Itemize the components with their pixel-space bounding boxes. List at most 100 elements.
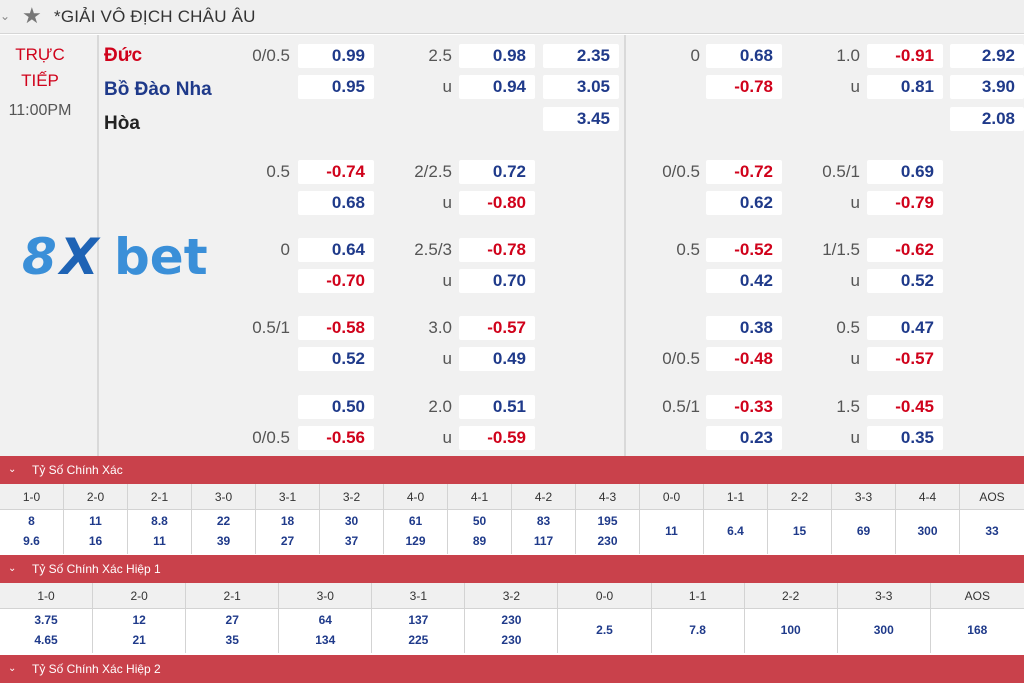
odds-cell[interactable]: 2.35 xyxy=(543,44,619,68)
odds-cell[interactable]: 0.35 xyxy=(867,426,943,450)
score-odds-away[interactable]: 230 xyxy=(597,534,618,548)
score-odds-home[interactable]: 61 xyxy=(408,514,423,528)
odds-cell[interactable]: 0.70 xyxy=(459,269,535,293)
odds-cell[interactable]: 2.92 xyxy=(950,44,1024,68)
odds-cell[interactable]: -0.52 xyxy=(706,238,782,262)
score-odds[interactable]: 100 xyxy=(780,623,801,637)
score-odds[interactable]: 7.8 xyxy=(689,623,706,637)
score-odds-away[interactable]: 37 xyxy=(344,534,359,548)
odds-cell[interactable]: -0.33 xyxy=(706,395,782,419)
score-odds-away[interactable]: 35 xyxy=(225,633,239,647)
odds-cell[interactable]: 3.90 xyxy=(950,75,1024,99)
score-odds-away[interactable]: 21 xyxy=(132,633,146,647)
correct-score-h2-header[interactable]: ⌄ Tỷ Số Chính Xác Hiệp 2 xyxy=(0,655,1024,683)
score-odds-home[interactable]: 137 xyxy=(408,613,429,627)
odds-cell[interactable]: 0.51 xyxy=(459,395,535,419)
odds-cell[interactable]: -0.74 xyxy=(298,160,374,184)
odds-cell[interactable]: 0.81 xyxy=(867,75,943,99)
score-column: 4-0 61 129 xyxy=(384,484,448,554)
odds-cell[interactable]: -0.58 xyxy=(298,316,374,340)
score-odds-away[interactable]: 230 xyxy=(501,633,522,647)
score-odds[interactable]: 6.4 xyxy=(727,524,744,538)
score-odds-away[interactable]: 9.6 xyxy=(23,534,40,548)
score-odds-home[interactable]: 3.75 xyxy=(34,613,58,627)
odds-cell[interactable]: 0.69 xyxy=(867,160,943,184)
odds-cell[interactable]: 0.23 xyxy=(706,426,782,450)
score-odds-away[interactable]: 134 xyxy=(315,633,336,647)
odds-cell[interactable]: -0.79 xyxy=(867,191,943,215)
odds-cell[interactable]: 0.38 xyxy=(706,316,782,340)
score-odds-home[interactable]: 83 xyxy=(536,514,551,528)
odds-cell[interactable]: 0.72 xyxy=(459,160,535,184)
odds-cell[interactable]: -0.57 xyxy=(867,347,943,371)
odds-cell[interactable]: 0.99 xyxy=(298,44,374,68)
total-label: u xyxy=(850,77,860,96)
odds-cell[interactable]: 0.52 xyxy=(298,347,374,371)
odds-cell[interactable]: 0.94 xyxy=(459,75,535,99)
score-column: 3-0 22 39 xyxy=(192,484,256,554)
odds-cell[interactable]: 0.64 xyxy=(298,238,374,262)
correct-score-table: 1-0 8 9.6 2-0 11 16 2-1 8.8 11 3-0 22 39 3-1 18 27 3-2 3… xyxy=(0,484,1024,554)
odds-cell[interactable]: 2.08 xyxy=(950,107,1024,131)
score-odds-home[interactable]: 50 xyxy=(472,514,487,528)
odds-cell[interactable]: -0.59 xyxy=(459,426,535,450)
score-odds-away[interactable]: 4.65 xyxy=(34,633,58,647)
odds-cell[interactable]: -0.72 xyxy=(706,160,782,184)
score-odds[interactable]: 15 xyxy=(792,524,807,538)
score-odds-home[interactable]: 30 xyxy=(344,514,359,528)
total-line: 0.5 xyxy=(836,318,860,337)
score-odds-home[interactable]: 8.8 xyxy=(151,514,168,528)
score-odds[interactable]: 69 xyxy=(856,524,871,538)
odds-cell[interactable]: 0.47 xyxy=(867,316,943,340)
score-odds-home[interactable]: 22 xyxy=(216,514,231,528)
score-odds[interactable]: 2.5 xyxy=(596,623,613,637)
odds-cell[interactable]: -0.56 xyxy=(298,426,374,450)
score-odds-away[interactable]: 39 xyxy=(216,534,231,548)
odds-cell[interactable]: 0.68 xyxy=(298,191,374,215)
chevron-down-icon[interactable]: ⌄ xyxy=(0,9,11,23)
odds-cell[interactable]: -0.45 xyxy=(867,395,943,419)
score-odds-home[interactable]: 11 xyxy=(89,514,102,528)
odds-cell[interactable]: 0.42 xyxy=(706,269,782,293)
odds-cell[interactable]: 0.49 xyxy=(459,347,535,371)
score-odds-home[interactable]: 8 xyxy=(28,514,35,528)
score-odds-away[interactable]: 11 xyxy=(153,534,166,548)
score-odds-away[interactable]: 27 xyxy=(280,534,295,548)
score-odds-away[interactable]: 89 xyxy=(472,534,487,548)
odds-cell[interactable]: -0.91 xyxy=(867,44,943,68)
correct-score-h1-header[interactable]: ⌄ Tỷ Số Chính Xác Hiệp 1 xyxy=(0,555,1024,583)
score-odds[interactable]: 33 xyxy=(985,524,999,538)
odds-cell[interactable]: 0.98 xyxy=(459,44,535,68)
score-odds-away[interactable]: 117 xyxy=(533,534,554,548)
odds-cell[interactable]: -0.70 xyxy=(298,269,374,293)
score-odds-home[interactable]: 18 xyxy=(280,514,295,528)
score-odds-away[interactable]: 225 xyxy=(408,633,429,647)
odds-cell[interactable]: -0.78 xyxy=(706,75,782,99)
score-odds[interactable]: 168 xyxy=(967,623,988,637)
odds-cell[interactable]: 0.52 xyxy=(867,269,943,293)
odds-cell[interactable]: 0.50 xyxy=(298,395,374,419)
score-odds-home[interactable]: 12 xyxy=(132,613,146,627)
odds-cell[interactable]: 0.95 xyxy=(298,75,374,99)
odds-cell[interactable]: -0.48 xyxy=(706,347,782,371)
total-label: u xyxy=(850,193,860,212)
odds-cell[interactable]: 0.62 xyxy=(706,191,782,215)
star-icon[interactable]: ★ xyxy=(22,3,42,28)
odds-cell[interactable]: 3.05 xyxy=(543,75,619,99)
score-odds-away[interactable]: 16 xyxy=(88,534,103,548)
score-odds[interactable]: 300 xyxy=(917,524,938,538)
score-odds-home[interactable]: 230 xyxy=(501,613,522,627)
score-odds-away[interactable]: 129 xyxy=(405,534,426,548)
score-odds-home[interactable]: 195 xyxy=(597,514,618,528)
score-odds-home[interactable]: 27 xyxy=(225,613,239,627)
score-odds-home[interactable]: 64 xyxy=(318,613,332,627)
odds-cell[interactable]: -0.57 xyxy=(459,316,535,340)
score-odds[interactable]: 300 xyxy=(873,623,894,637)
odds-cell[interactable]: 0.68 xyxy=(706,44,782,68)
odds-cell[interactable]: 3.45 xyxy=(543,107,619,131)
odds-cell[interactable]: -0.78 xyxy=(459,238,535,262)
odds-cell[interactable]: -0.80 xyxy=(459,191,535,215)
correct-score-header[interactable]: ⌄ Tỷ Số Chính Xác xyxy=(0,456,1024,484)
odds-cell[interactable]: -0.62 xyxy=(867,238,943,262)
score-odds[interactable]: 11 xyxy=(665,524,678,538)
